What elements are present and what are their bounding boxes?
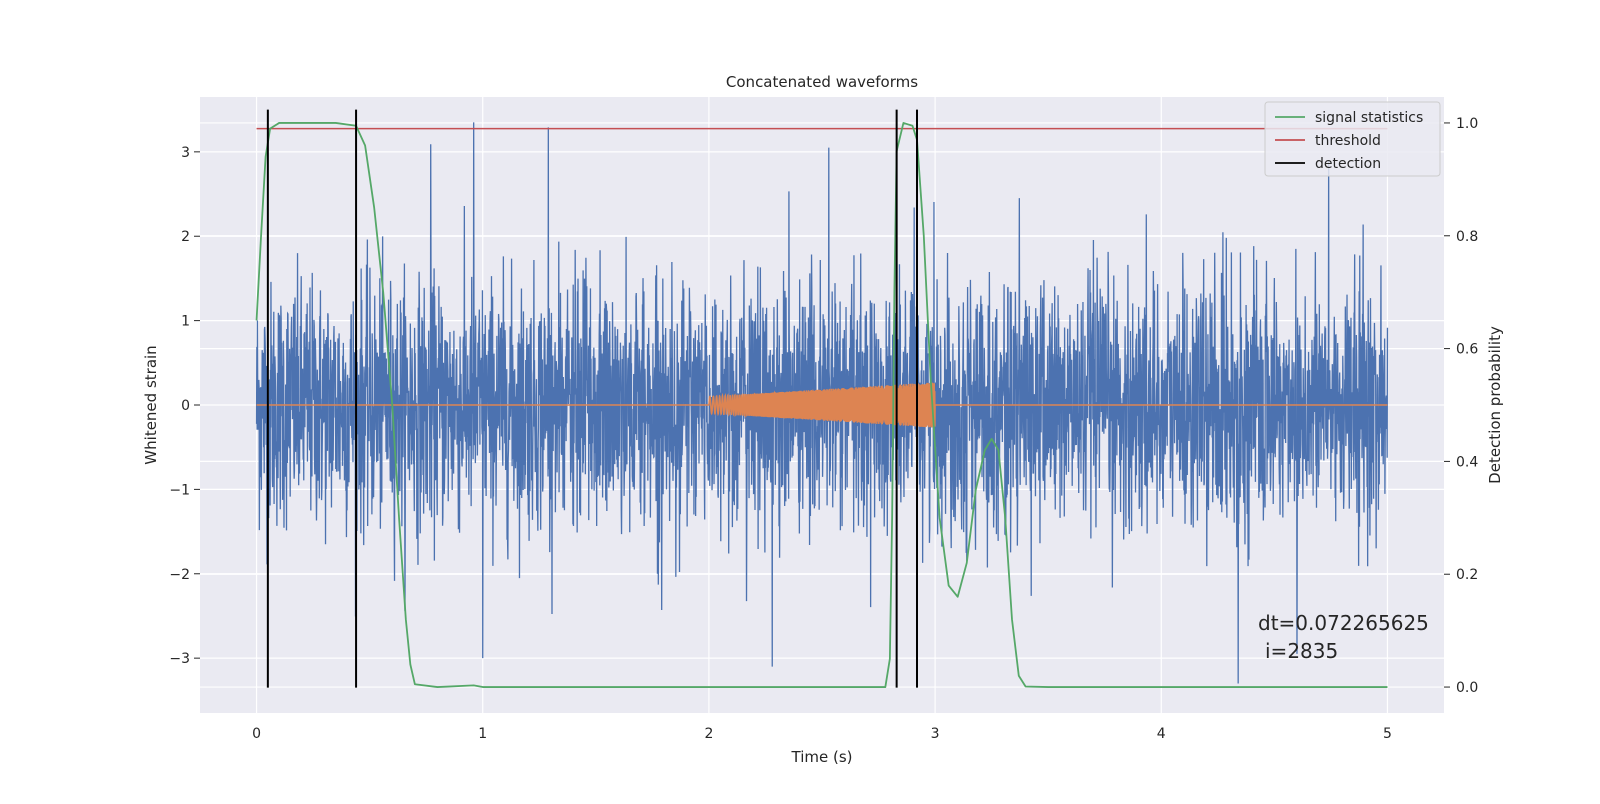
legend-label: detection [1315, 156, 1381, 172]
y-axis-label-left: Whitened strain [142, 345, 160, 464]
legend-label: signal statistics [1315, 110, 1423, 126]
chart-title: Concatenated waveforms [726, 73, 918, 91]
y-right-tick-label: 0.6 [1456, 342, 1478, 358]
y-right-tick-label: 0.8 [1456, 229, 1478, 245]
x-tick-label: 4 [1157, 726, 1166, 742]
series-strain-line [255, 122, 1389, 684]
ticks: 0 1 2 3 4 5 −3 −2 −1 0 1 2 3 0.0 0.2 0.4 0.6 0.8 1.0 [169, 116, 1478, 742]
y-left-tick-label: −2 [169, 567, 190, 583]
y-right-tick-label: 0.2 [1456, 567, 1478, 583]
x-tick-label: 0 [252, 726, 261, 742]
y-left-tick-label: 2 [181, 229, 190, 245]
annotation-i: i=2835 [1265, 639, 1338, 663]
series-signal-statistics-line [255, 122, 1388, 688]
x-tick-label: 3 [931, 726, 940, 742]
x-axis-label: Time (s) [791, 748, 853, 766]
y-left-tick-label: 3 [181, 145, 190, 161]
legend: signal statistics threshold detection [1264, 101, 1441, 177]
annotation-dt: dt=0.072265625 [1258, 611, 1429, 635]
y-right-tick-label: 0.0 [1456, 680, 1478, 696]
x-tick-label: 5 [1383, 726, 1392, 742]
y-axis-label-right: Detection probability [1486, 326, 1504, 484]
y-left-tick-label: −1 [169, 482, 190, 498]
legend-box [1264, 101, 1441, 177]
data-layer [255, 109, 1389, 688]
y-right-tick-label: 0.4 [1456, 454, 1478, 470]
y-left-tick-label: −3 [169, 651, 190, 667]
y-left-tick-label: 0 [181, 398, 190, 414]
y-left-tick-label: 1 [181, 314, 190, 330]
x-tick-label: 1 [478, 726, 487, 742]
legend-label: threshold [1315, 133, 1381, 149]
y-right-tick-label: 1.0 [1456, 116, 1478, 132]
x-tick-label: 2 [704, 726, 713, 742]
